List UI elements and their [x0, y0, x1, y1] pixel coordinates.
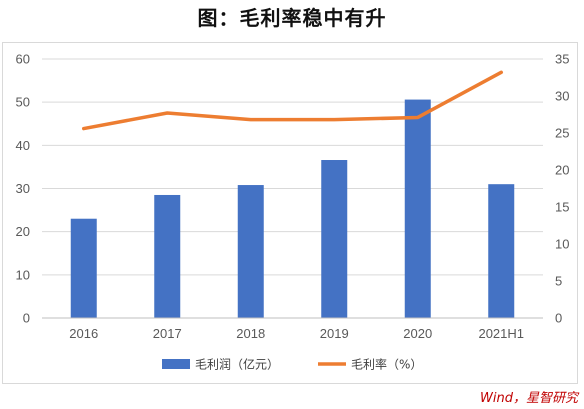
legend-label-line: 毛利率（%）: [351, 357, 422, 372]
right-axis-tick-label: 5: [555, 274, 562, 289]
source-note: Wind，星智研究: [480, 391, 578, 406]
bar: [154, 194, 181, 318]
legend: 毛利润（亿元） 毛利率（%）: [162, 357, 422, 372]
left-axis-tick-label: 60: [16, 52, 30, 67]
gridlines: [42, 58, 543, 319]
bar: [488, 184, 515, 318]
legend-swatch-bar: [162, 359, 190, 369]
right-axis-tick-label: 0: [555, 311, 562, 326]
right-axis-tick-label: 15: [555, 200, 569, 215]
x-axis-tick-label: 2017: [153, 326, 182, 341]
bar: [321, 160, 348, 318]
legend-label-bar: 毛利润（亿元）: [195, 357, 279, 372]
line-series: [82, 70, 503, 131]
line-series-path: [82, 70, 503, 131]
x-axis-tick-label: 2018: [236, 326, 265, 341]
x-axis: 2016 2017 2018 2019 2020 2021H1: [42, 317, 543, 341]
x-axis-tick-label: 2020: [403, 326, 432, 341]
bar: [237, 185, 264, 318]
left-axis-tick-label: 20: [16, 224, 30, 239]
bar: [404, 99, 431, 319]
x-axis-tick-label: 2019: [320, 326, 349, 341]
left-axis-tick-label: 10: [16, 267, 30, 282]
left-axis: 0 10 20 30 40 50 60: [16, 52, 30, 326]
right-axis: 0 5 10 15 20 25 30 35: [555, 52, 569, 326]
left-axis-tick-label: 30: [16, 181, 30, 196]
right-axis-tick-label: 20: [555, 163, 569, 178]
x-axis-tick-label: 2016: [69, 326, 98, 341]
right-axis-tick-label: 35: [555, 52, 569, 67]
right-axis-tick-label: 10: [555, 237, 569, 252]
left-axis-tick-label: 50: [16, 95, 30, 110]
x-axis-tick-label: 2021H1: [478, 326, 524, 341]
right-axis-tick-label: 25: [555, 126, 569, 141]
bar-series: [70, 99, 515, 319]
left-axis-tick-label: 0: [23, 311, 30, 326]
chart-title: 图：毛利率稳中有升: [197, 6, 387, 30]
right-axis-tick-label: 30: [555, 89, 569, 104]
chart-frame: [2, 42, 578, 384]
bar: [70, 218, 97, 318]
left-axis-tick-label: 40: [16, 138, 30, 153]
